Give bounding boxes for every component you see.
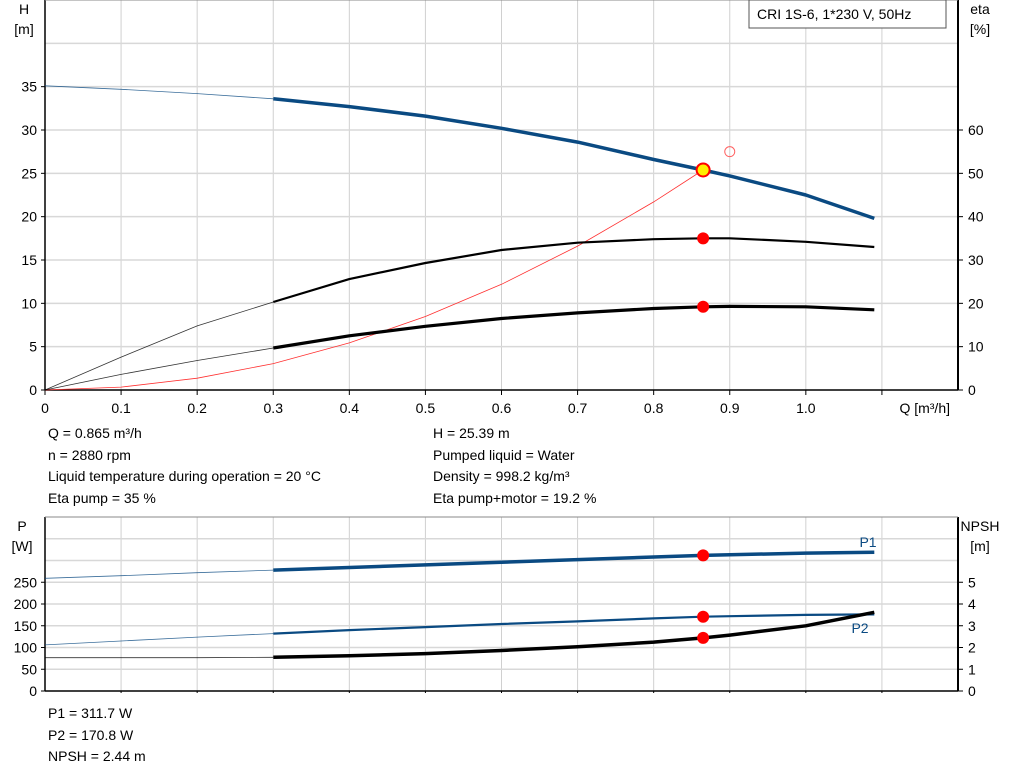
eta-total-curve-thin — [44, 347, 274, 391]
info-bottom: P1 = 311.7 W P2 = 170.8 W NPSH = 2.44 m — [48, 703, 146, 768]
y-tick-label: 200 — [14, 596, 38, 612]
y-tick-label: 5 — [29, 339, 37, 355]
info-top-left: Q = 0.865 m³/h n = 2880 rpm Liquid tempe… — [48, 423, 321, 509]
x-tick-label: 0.3 — [264, 400, 284, 416]
y2-tick-label: 0 — [968, 683, 976, 699]
y2-axis-unit: [%] — [970, 21, 990, 37]
p2-duty-marker — [697, 610, 710, 623]
p1-duty-marker — [697, 549, 710, 562]
info-density: Density = 998.2 kg/m³ — [433, 468, 570, 484]
p2-curve — [273, 613, 875, 635]
y-tick-label: 30 — [21, 122, 37, 138]
info-speed: n = 2880 rpm — [48, 446, 131, 463]
p2-series-label: P2 — [851, 620, 868, 636]
x-tick-label: 0.8 — [644, 400, 664, 416]
x-tick-label: 1.0 — [796, 400, 816, 416]
y2-axis-label: eta — [970, 1, 990, 17]
npsh-curve — [273, 610, 875, 660]
info-npsh: NPSH = 2.44 m — [48, 748, 146, 764]
y-tick-label: 25 — [21, 165, 37, 181]
y-axis-label: H — [19, 1, 29, 17]
y-tick-label: 0 — [29, 382, 37, 398]
chart-title: CRI 1S-6, 1*230 V, 50Hz — [757, 6, 911, 22]
y2-tick-label: 3 — [968, 618, 976, 634]
y2-axis-label: NPSH — [961, 518, 1000, 534]
y-tick-label: 50 — [21, 661, 37, 677]
reference-point-marker — [724, 146, 736, 158]
info-h: H = 25.39 m — [433, 425, 510, 441]
y2-tick-label: 0 — [968, 382, 976, 398]
y2-axis-unit: [m] — [970, 538, 989, 554]
y-axis-unit: [m] — [14, 21, 33, 37]
info-q: Q = 0.865 m³/h — [48, 425, 142, 441]
y2-tick-label: 50 — [968, 165, 984, 181]
x-tick-label: 0.5 — [416, 400, 436, 416]
x-tick-label: 0.1 — [111, 400, 131, 416]
y2-tick-label: 2 — [968, 640, 976, 656]
title-box — [748, 0, 947, 29]
x-tick-label: 0.7 — [568, 400, 588, 416]
p2-curve-thin — [44, 633, 274, 646]
y-tick-label: 100 — [14, 640, 38, 656]
x-tick-label: 0.6 — [492, 400, 512, 416]
x-tick-label: 0 — [41, 400, 49, 416]
y-tick-label: 15 — [21, 252, 37, 268]
system-curve — [44, 169, 704, 391]
y2-tick-label: 4 — [968, 596, 976, 612]
y-tick-label: 150 — [14, 618, 38, 634]
eta-total-duty-marker — [697, 300, 710, 313]
y2-tick-label: 60 — [968, 122, 984, 138]
y-tick-label: 35 — [21, 79, 37, 95]
info-liquid: Pumped liquid = Water — [433, 446, 575, 463]
p1-series-label: P1 — [859, 534, 876, 550]
eta-total-curve — [273, 304, 875, 350]
info-p1: P1 = 311.7 W — [48, 705, 133, 721]
info-eta-total: Eta pump+motor = 19.2 % — [433, 489, 597, 506]
y2-tick-label: 1 — [968, 661, 976, 677]
head-curve-thin — [44, 85, 274, 100]
y2-tick-label: 30 — [968, 252, 984, 268]
y-axis-unit: [W] — [12, 538, 33, 554]
p1-curve — [273, 550, 875, 572]
duty-point-marker — [695, 162, 711, 178]
head-curve — [273, 97, 875, 221]
eta-pump-duty-marker — [697, 232, 710, 245]
npsh-duty-marker — [697, 631, 710, 644]
x-axis-label: Q [m³/h] — [899, 400, 950, 416]
x-tick-label: 0.2 — [187, 400, 207, 416]
y2-tick-label: 40 — [968, 209, 984, 225]
info-top-right: H = 25.39 m Pumped liquid = Water Densit… — [433, 423, 596, 509]
y-tick-label: 20 — [21, 209, 37, 225]
y-tick-label: 10 — [21, 295, 37, 311]
y-tick-label: 0 — [29, 683, 37, 699]
y2-tick-label: 10 — [968, 339, 984, 355]
y-axis-label: P — [17, 518, 26, 534]
info-temperature: Liquid temperature during operation = 20… — [48, 468, 321, 484]
y2-tick-label: 5 — [968, 574, 976, 590]
eta-pump-curve — [272, 237, 875, 304]
info-p2: P2 = 170.8 W — [48, 726, 134, 743]
y-tick-label: 250 — [14, 574, 38, 590]
x-tick-label: 0.9 — [720, 400, 740, 416]
info-eta-pump: Eta pump = 35 % — [48, 489, 156, 506]
p1-curve-thin — [44, 569, 274, 579]
eta-pump-curve-thin — [44, 301, 274, 391]
y2-tick-label: 20 — [968, 295, 984, 311]
x-tick-label: 0.4 — [340, 400, 360, 416]
